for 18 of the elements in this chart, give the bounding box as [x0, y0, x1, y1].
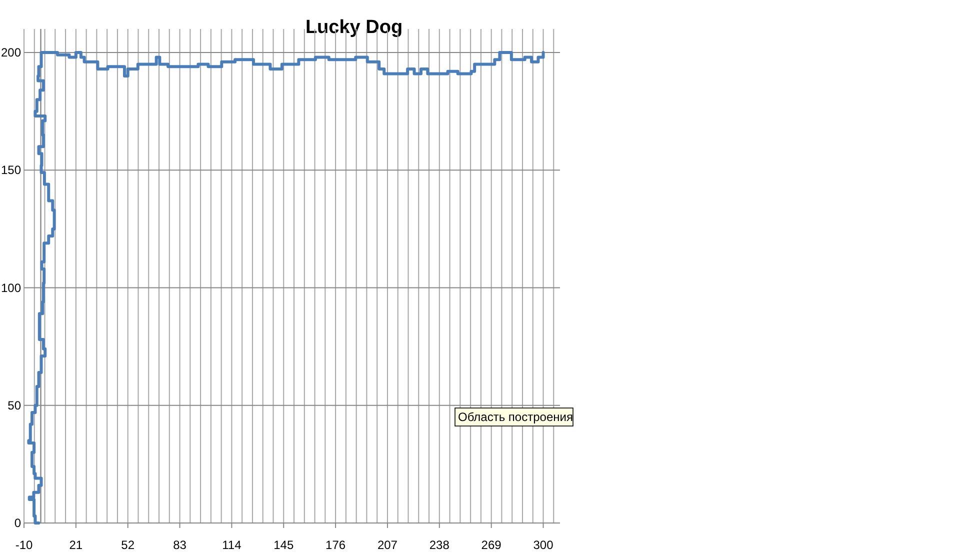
y-tick-label: 0: [14, 516, 22, 530]
x-tick-label: 269: [481, 538, 502, 552]
y-tick-label: 50: [8, 398, 22, 412]
x-tick-label: 145: [274, 538, 294, 552]
chart-title: Lucky Dog: [305, 17, 403, 38]
x-tick-label: 176: [326, 538, 346, 552]
y-tick-label: 100: [0, 280, 22, 295]
x-tick-label: 238: [429, 538, 450, 552]
annotation: Область построения: [458, 410, 573, 424]
x-tick-label: 300: [533, 538, 554, 552]
x-tick-label: 52: [121, 538, 135, 552]
x-tick-label: 114: [222, 538, 242, 552]
x-tick-label: -10: [15, 538, 33, 552]
x-tick-label: 207: [377, 538, 398, 552]
x-tick-label: 83: [173, 538, 187, 552]
y-tick-label: 200: [0, 46, 22, 60]
y-tick-label: 150: [0, 163, 22, 178]
x-tick-label: 21: [69, 538, 83, 552]
